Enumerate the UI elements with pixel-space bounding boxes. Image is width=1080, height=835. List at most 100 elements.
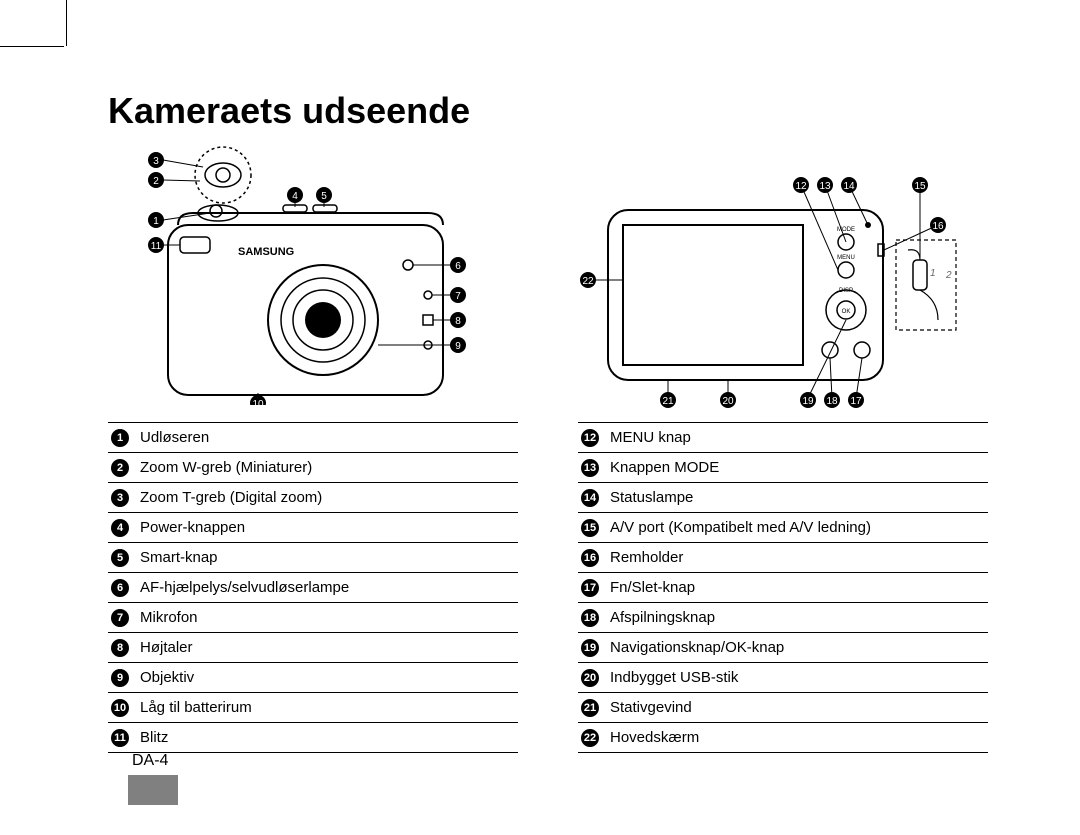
- svg-text:1: 1: [153, 216, 159, 227]
- table-row: 8 Højtaler: [108, 633, 518, 663]
- part-label-cell: Indbygget USB-stik: [610, 663, 988, 693]
- back-parts-table: 12MENU knap13Knappen MODE14Statuslampe15…: [578, 422, 988, 753]
- table-row: 15 A/V port (Kompatibelt med A/V ledning): [578, 513, 988, 543]
- part-label-cell: Låg til batterirum: [140, 693, 518, 723]
- part-number-cell: 17: [578, 573, 610, 603]
- part-number-cell: 1: [108, 423, 140, 453]
- circled-number-icon: 18: [581, 609, 599, 627]
- svg-text:4: 4: [292, 191, 298, 202]
- svg-text:14: 14: [843, 181, 855, 192]
- circled-number-icon: 11: [111, 729, 129, 747]
- table-row: 13 Knappen MODE: [578, 453, 988, 483]
- svg-text:1: 1: [930, 268, 936, 279]
- part-number-cell: 10: [108, 693, 140, 723]
- page-tab: [128, 775, 178, 805]
- svg-text:11: 11: [151, 241, 162, 252]
- circled-number-icon: 1: [111, 429, 129, 447]
- table-row: 19Navigationsknap/OK-knap: [578, 633, 988, 663]
- svg-text:18: 18: [826, 396, 838, 407]
- part-number-cell: 7: [108, 603, 140, 633]
- table-row: 6AF-hjælpelys/selvudløserlampe: [108, 573, 518, 603]
- svg-text:19: 19: [802, 396, 814, 407]
- circled-number-icon: 8: [111, 639, 129, 657]
- camera-back-diagram: MODE MENU DISP OK 1 2 12 13 14 15: [568, 170, 948, 400]
- table-row: 2 Zoom W-greb (Miniaturer): [108, 453, 518, 483]
- page-title: Kameraets udseende: [108, 90, 470, 132]
- table-row: 21 Stativgevind: [578, 693, 988, 723]
- part-number-cell: 8: [108, 633, 140, 663]
- part-number-cell: 3: [108, 483, 140, 513]
- part-number-cell: 12: [578, 423, 610, 453]
- svg-text:20: 20: [722, 396, 734, 407]
- svg-text:6: 6: [455, 261, 461, 272]
- svg-text:3: 3: [153, 156, 159, 167]
- table-row: 9 Objektiv: [108, 663, 518, 693]
- circled-number-icon: 9: [111, 669, 129, 687]
- svg-text:16: 16: [932, 221, 944, 232]
- part-number-cell: 6: [108, 573, 140, 603]
- circled-number-icon: 6: [111, 579, 129, 597]
- part-number-cell: 16: [578, 543, 610, 573]
- table-row: 12MENU knap: [578, 423, 988, 453]
- svg-text:5: 5: [321, 191, 327, 202]
- part-label-cell: Objektiv: [140, 663, 518, 693]
- table-row: 17Fn/Slet-knap: [578, 573, 988, 603]
- parts-tables: 1Udløseren2 Zoom W-greb (Miniaturer) 3 Zoom…: [108, 422, 988, 753]
- circled-number-icon: 4: [111, 519, 129, 537]
- part-number-cell: 21: [578, 693, 610, 723]
- part-label-cell: Afspilningsknap: [610, 603, 988, 633]
- circled-number-icon: 13: [581, 459, 599, 477]
- table-row: 1Udløseren: [108, 423, 518, 453]
- table-row: 5Smart-knap: [108, 543, 518, 573]
- camera-front-diagram: SAMSUNG 3 2 1 11 4 5 6 7 8 9 10: [108, 145, 468, 385]
- table-row: 4 Power-knappen: [108, 513, 518, 543]
- circled-number-icon: 15: [581, 519, 599, 537]
- svg-text:12: 12: [795, 181, 807, 192]
- part-number-cell: 2: [108, 453, 140, 483]
- part-number-cell: 14: [578, 483, 610, 513]
- table-row: 14Statuslampe: [578, 483, 988, 513]
- svg-text:MODE: MODE: [837, 227, 855, 233]
- svg-text:9: 9: [455, 341, 461, 352]
- part-label-cell: Zoom W-greb (Miniaturer): [140, 453, 518, 483]
- circled-number-icon: 7: [111, 609, 129, 627]
- circled-number-icon: 12: [581, 429, 599, 447]
- circled-number-icon: 3: [111, 489, 129, 507]
- part-number-cell: 13: [578, 453, 610, 483]
- table-row: 10Låg til batterirum: [108, 693, 518, 723]
- trim-mark-vertical: [66, 0, 67, 46]
- part-label-cell: Remholder: [610, 543, 988, 573]
- part-label-cell: Stativgevind: [610, 693, 988, 723]
- part-label-cell: Højtaler: [140, 633, 518, 663]
- part-label-cell: Mikrofon: [140, 603, 518, 633]
- svg-text:22: 22: [582, 276, 594, 287]
- part-number-cell: 5: [108, 543, 140, 573]
- svg-text:15: 15: [914, 181, 926, 192]
- svg-text:13: 13: [819, 181, 831, 192]
- circled-number-icon: 22: [581, 729, 599, 747]
- part-number-cell: 9: [108, 663, 140, 693]
- part-label-cell: Smart-knap: [140, 543, 518, 573]
- trim-mark-horizontal: [0, 46, 64, 47]
- brand-text: SAMSUNG: [238, 246, 294, 258]
- part-number-cell: 4: [108, 513, 140, 543]
- table-row: 18 Afspilningsknap: [578, 603, 988, 633]
- part-label-cell: Power-knappen: [140, 513, 518, 543]
- circled-number-icon: 2: [111, 459, 129, 477]
- part-label-cell: Knappen MODE: [610, 453, 988, 483]
- circled-number-icon: 21: [581, 699, 599, 717]
- circled-number-icon: 19: [581, 639, 599, 657]
- svg-text:OK: OK: [842, 309, 851, 315]
- svg-text:7: 7: [455, 291, 461, 302]
- table-row: 22Hovedskærm: [578, 723, 988, 753]
- circled-number-icon: 16: [581, 549, 599, 567]
- svg-text:17: 17: [850, 396, 862, 407]
- front-parts-table: 1Udløseren2 Zoom W-greb (Miniaturer) 3 Zoom…: [108, 422, 518, 753]
- part-label-cell: A/V port (Kompatibelt med A/V ledning): [610, 513, 988, 543]
- part-label-cell: Blitz: [140, 723, 518, 753]
- table-row: 7 Mikrofon: [108, 603, 518, 633]
- svg-text:21: 21: [662, 396, 674, 407]
- svg-text:10: 10: [252, 399, 264, 405]
- table-row: 20Indbygget USB-stik: [578, 663, 988, 693]
- part-number-cell: 18: [578, 603, 610, 633]
